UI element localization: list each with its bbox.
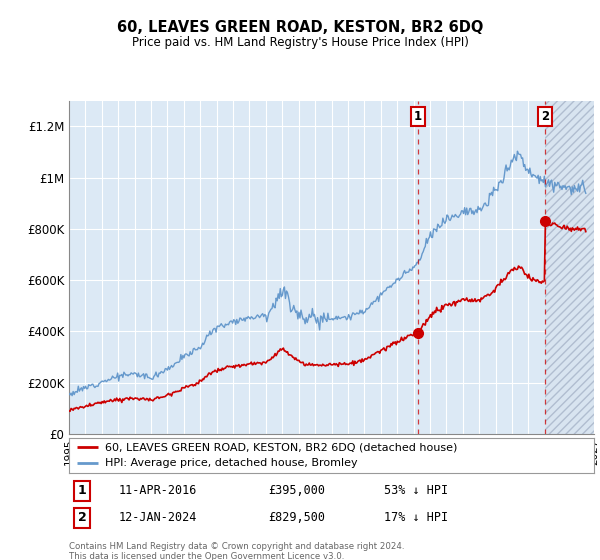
Text: 1: 1: [414, 110, 422, 123]
Text: 17% ↓ HPI: 17% ↓ HPI: [384, 511, 448, 524]
Text: £395,000: £395,000: [269, 484, 325, 497]
Text: HPI: Average price, detached house, Bromley: HPI: Average price, detached house, Brom…: [105, 459, 358, 469]
Text: 2: 2: [541, 110, 550, 123]
Text: 60, LEAVES GREEN ROAD, KESTON, BR2 6DQ: 60, LEAVES GREEN ROAD, KESTON, BR2 6DQ: [117, 20, 483, 35]
Text: £829,500: £829,500: [269, 511, 325, 524]
Text: 12-JAN-2024: 12-JAN-2024: [119, 511, 197, 524]
Text: 53% ↓ HPI: 53% ↓ HPI: [384, 484, 448, 497]
Text: 60, LEAVES GREEN ROAD, KESTON, BR2 6DQ (detached house): 60, LEAVES GREEN ROAD, KESTON, BR2 6DQ (…: [105, 442, 457, 452]
Text: Price paid vs. HM Land Registry's House Price Index (HPI): Price paid vs. HM Land Registry's House …: [131, 36, 469, 49]
Text: 1: 1: [78, 484, 86, 497]
Text: 11-APR-2016: 11-APR-2016: [119, 484, 197, 497]
Text: 2: 2: [78, 511, 86, 524]
Text: Contains HM Land Registry data © Crown copyright and database right 2024.
This d: Contains HM Land Registry data © Crown c…: [69, 542, 404, 560]
